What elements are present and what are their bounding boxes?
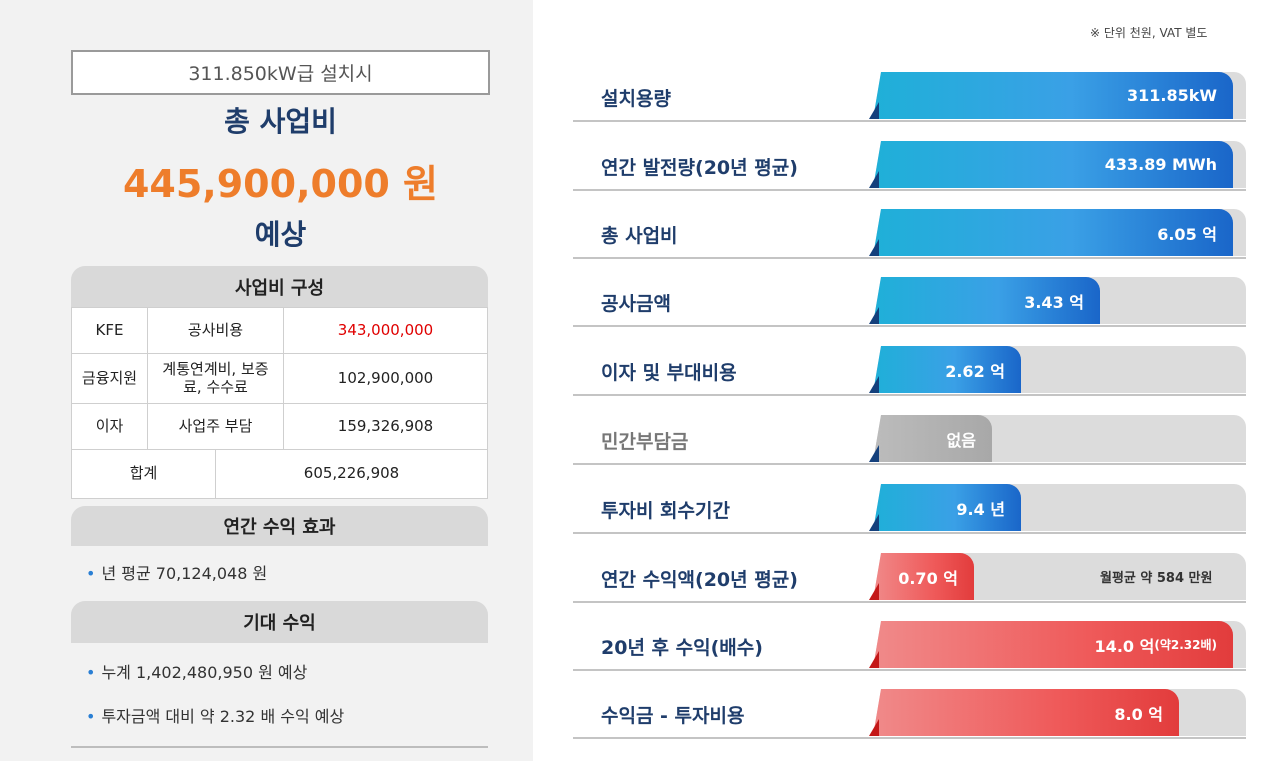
cost-table: KFE 공사비용 343,000,000 금융지원 계통연계비, 보증료, 수수… bbox=[71, 307, 488, 499]
metric-bar: 8.0 억 bbox=[873, 689, 1179, 736]
monthly-note: 월평균 약 584 만원 bbox=[1100, 571, 1213, 586]
cost-item: 계통연계비, 보증료, 수수료 bbox=[148, 354, 284, 403]
table-total-row: 합계 605,226,908 bbox=[72, 450, 487, 498]
bar-accent bbox=[869, 171, 879, 188]
unit-note: ※ 단위 천원, VAT 별도 bbox=[1090, 26, 1208, 40]
metric-bar: 433.89 MWh bbox=[873, 141, 1233, 188]
metric-label: 수익금 - 투자비용 bbox=[601, 705, 745, 727]
bar-accent bbox=[869, 376, 879, 393]
bar-accent bbox=[869, 651, 879, 668]
annual-item: 년 평균 70,124,048 원 bbox=[101, 564, 268, 583]
list-item: • 누계 1,402,480,950 원 예상 bbox=[86, 659, 307, 683]
metric-label: 20년 후 수익(배수) bbox=[601, 637, 763, 659]
metric-bar: 311.85kW bbox=[873, 72, 1233, 119]
divider bbox=[71, 746, 488, 748]
metric-bar: 없음 bbox=[873, 415, 992, 462]
metric-bar: 2.62 억 bbox=[873, 346, 1021, 393]
cost-category: 금융지원 bbox=[72, 354, 148, 403]
metric-row: 연간 발전량(20년 평균) 433.89 MWh bbox=[573, 141, 1246, 191]
metric-label: 이자 및 부대비용 bbox=[601, 362, 737, 384]
cost-category: KFE bbox=[72, 308, 148, 353]
list-item: • 투자금액 대비 약 2.32 배 수익 예상 bbox=[86, 703, 344, 727]
row-divider bbox=[573, 189, 1246, 191]
metric-value: 6.05 억 bbox=[1157, 224, 1217, 244]
total-cost-title: 총 사업비 bbox=[224, 105, 337, 138]
metric-label: 투자비 회수기간 bbox=[601, 500, 730, 522]
metric-row: 민간부담금 없음 bbox=[573, 415, 1246, 465]
metric-value-suffix: (약2.32배) bbox=[1154, 638, 1217, 652]
row-divider bbox=[573, 601, 1246, 603]
row-divider bbox=[573, 669, 1246, 671]
metric-row: 수익금 - 투자비용 8.0 억 bbox=[573, 689, 1246, 739]
bar-accent bbox=[869, 445, 879, 462]
annual-section-title: 연간 수익 효과 bbox=[71, 506, 488, 546]
metric-label: 연간 발전량(20년 평균) bbox=[601, 157, 798, 179]
cost-value: 102,900,000 bbox=[337, 368, 434, 387]
bar-accent bbox=[869, 102, 879, 119]
bar-accent bbox=[869, 307, 879, 324]
metric-row: 이자 및 부대비용 2.62 억 bbox=[573, 346, 1246, 396]
metric-row: 설치용량 311.85kW bbox=[573, 72, 1246, 122]
table-row: 금융지원 계통연계비, 보증료, 수수료 102,900,000 bbox=[72, 354, 487, 404]
cost-item: 공사비용 bbox=[148, 308, 284, 353]
metric-label: 공사금액 bbox=[601, 293, 671, 315]
row-divider bbox=[573, 737, 1246, 739]
cost-section-title: 사업비 구성 bbox=[71, 266, 488, 308]
expect-item: 누계 1,402,480,950 원 예상 bbox=[101, 663, 308, 682]
metric-value: 311.85kW bbox=[1126, 86, 1217, 105]
row-divider bbox=[573, 394, 1246, 396]
metric-value: 433.89 MWh bbox=[1104, 155, 1217, 174]
metric-value: 14.0 억 bbox=[1094, 636, 1155, 656]
metric-label: 설치용량 bbox=[601, 88, 671, 110]
list-item: • 년 평균 70,124,048 원 bbox=[86, 560, 267, 584]
cost-value: 343,000,000 bbox=[337, 320, 434, 339]
cost-value: 159,326,908 bbox=[337, 416, 434, 435]
metric-value: 0.70 억 bbox=[898, 568, 958, 588]
metric-row: 20년 후 수익(배수) 14.0 억 (약2.32배) bbox=[573, 621, 1246, 671]
metric-value: 8.0 억 bbox=[1114, 704, 1163, 724]
metric-row: 총 사업비 6.05 억 bbox=[573, 209, 1246, 259]
cost-category: 이자 bbox=[72, 404, 148, 449]
row-divider bbox=[573, 463, 1246, 465]
metric-value: 2.62 억 bbox=[945, 361, 1005, 381]
row-divider bbox=[573, 257, 1246, 259]
cost-item: 사업주 부담 bbox=[148, 404, 284, 449]
metric-bar: 14.0 억 (약2.32배) bbox=[873, 621, 1233, 668]
metric-label: 민간부담금 bbox=[601, 431, 689, 453]
total-cost-note: 예상 bbox=[254, 218, 307, 251]
summary-panel: 311.850kW급 설치시 총 사업비 445,900,000 원 예상 사업… bbox=[0, 0, 533, 761]
bullet-icon: • bbox=[86, 707, 96, 726]
metric-row: 공사금액 3.43 억 bbox=[573, 277, 1246, 327]
metric-bar: 0.70 억 bbox=[873, 553, 974, 600]
metric-value: 9.4 년 bbox=[956, 499, 1005, 519]
table-row: 이자 사업주 부담 159,326,908 bbox=[72, 404, 487, 450]
table-row: KFE 공사비용 343,000,000 bbox=[72, 308, 487, 354]
bar-accent bbox=[869, 514, 879, 531]
row-divider bbox=[573, 325, 1246, 327]
metric-bar: 3.43 억 bbox=[873, 277, 1100, 324]
total-value: 605,226,908 bbox=[303, 464, 400, 483]
expect-section-title: 기대 수익 bbox=[71, 601, 488, 643]
bar-accent bbox=[869, 583, 879, 600]
metric-bar: 9.4 년 bbox=[873, 484, 1021, 531]
metric-row: 투자비 회수기간 9.4 년 bbox=[573, 484, 1246, 534]
metric-value: 없음 bbox=[946, 430, 976, 450]
capacity-label: 311.850kW급 설치시 bbox=[71, 50, 490, 95]
total-cost-amount: 445,900,000 원 bbox=[122, 162, 439, 206]
metric-value: 3.43 억 bbox=[1024, 292, 1084, 312]
bullet-icon: • bbox=[86, 663, 96, 682]
metric-label: 총 사업비 bbox=[601, 225, 678, 247]
row-divider bbox=[573, 120, 1246, 122]
bullet-icon: • bbox=[86, 564, 96, 583]
total-label: 합계 bbox=[72, 450, 216, 498]
metric-label: 연간 수익액(20년 평균) bbox=[601, 569, 798, 591]
bar-accent bbox=[869, 719, 879, 736]
expect-item: 투자금액 대비 약 2.32 배 수익 예상 bbox=[101, 707, 345, 726]
bar-accent bbox=[869, 239, 879, 256]
metric-row: 연간 수익액(20년 평균) 0.70 억 월평균 약 584 만원 bbox=[573, 553, 1246, 603]
row-divider bbox=[573, 532, 1246, 534]
metric-bar: 6.05 억 bbox=[873, 209, 1233, 256]
